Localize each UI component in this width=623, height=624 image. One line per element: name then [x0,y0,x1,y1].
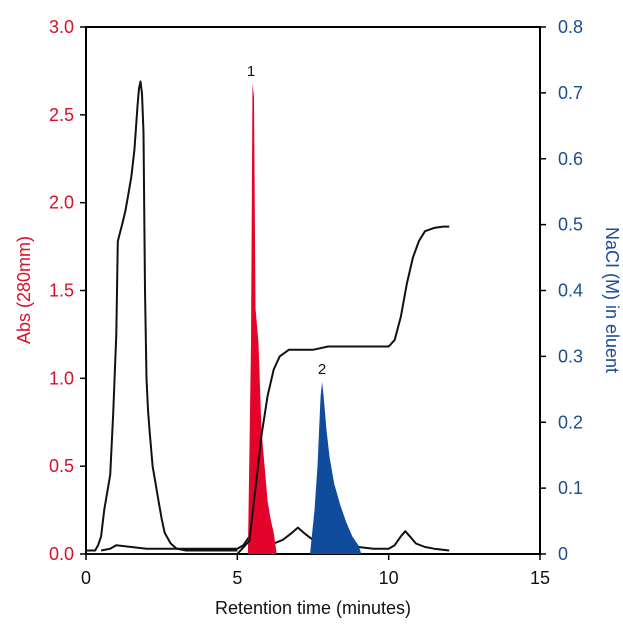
y-right-tick-label: 0 [558,544,568,564]
y-left-tick-label: 2.0 [49,193,74,213]
peak-label-2: 2 [318,361,326,378]
y-right-tick-label: 0.2 [558,412,583,432]
axis-ticks: 0.0 0.5 1.0 1.5 2.0 2.5 3.0 0 0.1 0.2 0.3 0.4 0.5 0.6… [49,17,583,588]
y-left-tick-label: 1.0 [49,368,74,388]
y-left-tick-label: 0.5 [49,456,74,476]
x-tick-label: 0 [81,568,91,588]
y-right-tick-label: 0.8 [558,17,583,37]
y-right-tick-label: 0.4 [558,281,583,301]
y-right-tick-label: 0.1 [558,478,583,498]
absorbance-trace-0 [86,80,238,552]
y-left-axis-label: Abs (280mm) [14,236,34,344]
peak-1-area [247,83,277,554]
nacl-gradient-line [86,225,450,555]
y-left-tick-label: 1.5 [49,281,74,301]
peak-label-1: 1 [247,63,255,80]
y-left-tick-label: 2.5 [49,105,74,125]
absorbance-trace-1 [100,500,450,552]
x-tick-label: 10 [379,568,399,588]
y-right-tick-label: 0.5 [558,215,583,235]
y-left-tick-label: 3.0 [49,17,74,37]
y-left-tick-label: 0.0 [49,544,74,564]
chart-marks [86,80,450,555]
x-tick-label: 15 [530,568,550,588]
y-right-tick-label: 0.3 [558,346,583,366]
peak-2-area [310,381,362,554]
y-right-tick-label: 0.6 [558,149,583,169]
y-right-axis-label: NaCI (M) in eluent [602,227,622,373]
x-axis-label: Retention time (minutes) [215,598,411,618]
x-tick-label: 5 [232,568,242,588]
y-right-tick-label: 0.7 [558,83,583,103]
